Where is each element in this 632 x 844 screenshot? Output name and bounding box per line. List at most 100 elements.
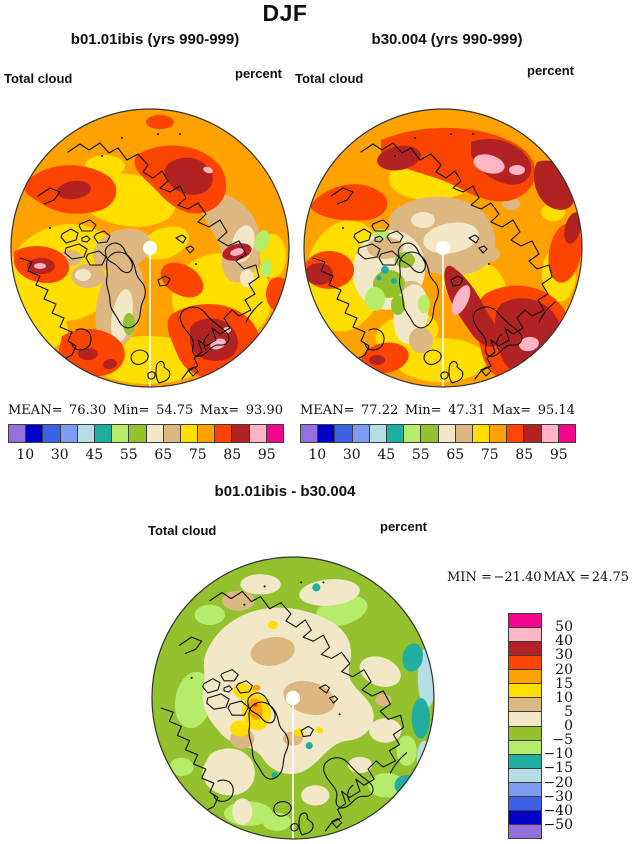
figure-title: DJF: [262, 0, 308, 26]
panel2-units-label: percent: [527, 63, 574, 78]
min-label: MIN =: [447, 570, 492, 585]
colorbar-tick-label: 30: [342, 447, 361, 463]
colorbar-cell-pale_cyan: [76, 425, 94, 442]
meridian-line: [292, 698, 294, 839]
panel1-units-label: percent: [235, 66, 282, 81]
map-border: [10, 108, 290, 388]
max-label: MAX =: [543, 570, 591, 585]
colorbar-tick-label: −5: [552, 732, 573, 749]
pole-dot: [143, 241, 157, 255]
colorbar-tick-label: 75: [480, 447, 499, 463]
mean-value: 76.30: [69, 403, 107, 418]
colorbar-tick-label: 65: [446, 447, 465, 463]
colorbar-tick-label: 30: [555, 647, 573, 664]
colorbar-cell-cream: [509, 711, 541, 726]
colorbar-cell-magenta: [265, 425, 283, 442]
colorbar-cell-orangered: [214, 425, 232, 442]
colorbar-tick-label: −40: [543, 802, 573, 819]
meridian-line: [442, 248, 444, 387]
colorbar-cell-pale_cyan: [509, 767, 541, 782]
colorbar-cell-pink: [248, 425, 266, 442]
colorbar-cell-navy: [509, 809, 541, 824]
colorbar-cell-pale_cyan: [368, 425, 386, 442]
map1-contour-fills: [11, 109, 289, 387]
colorbar-cell-apple_green: [509, 725, 541, 740]
min-value: −21.40: [493, 570, 542, 585]
colorbar-cell-pink: [509, 627, 541, 642]
colorbar-cell-apple_green: [420, 425, 438, 442]
colorbar-cell-magenta: [557, 425, 575, 442]
mean-label: MEAN=: [8, 403, 63, 418]
panel2-stats: MEAN= 77.22 Min= 47.31 Max= 95.14: [300, 403, 575, 418]
map-border: [303, 108, 583, 388]
polar-map-model1: [10, 108, 290, 388]
min-label: Min=: [404, 403, 442, 418]
colorbar-cell-purple: [9, 425, 26, 442]
colorbar-cell-yellow: [179, 425, 198, 442]
colorbar-cell-apple_green: [128, 425, 146, 442]
max-label: Max=: [199, 403, 240, 418]
colorbar-cell-firebrick: [231, 425, 249, 442]
colorbar-tick-label: 20: [555, 661, 573, 678]
colorbar-tick-label: 10: [308, 447, 327, 463]
panel2-title: b30.004 (yrs 990-999): [371, 31, 523, 48]
colorbar-cell-orangered: [509, 655, 541, 670]
colorbar-tick-label: 65: [154, 447, 173, 463]
map2-contour-fills: [304, 109, 582, 387]
min-value: 47.31: [448, 403, 486, 418]
colorbar-tick-label: −30: [543, 788, 573, 805]
colorbar-cell-teal: [93, 425, 112, 442]
colorbar-tick-label: 10: [555, 689, 573, 706]
colorbar-tick-label: 45: [85, 447, 104, 463]
colorbar-cell-royal: [42, 425, 60, 442]
max-label: Max=: [491, 403, 532, 418]
panel2-colorbar: [300, 424, 576, 443]
colorbar-cell-tan: [509, 697, 541, 712]
colorbar-cell-cornflower: [351, 425, 369, 442]
colorbar-tick-label: 0: [564, 718, 573, 734]
colorbar-tick-label: 95: [257, 447, 276, 463]
colorbar-tick-label: 40: [555, 633, 573, 650]
pole-dot: [285, 690, 301, 706]
colorbar-cell-cream: [145, 425, 163, 442]
colorbar-cell-magenta: [509, 614, 541, 628]
panel1-stats: MEAN= 76.30 Min= 54.75 Max= 93.90: [8, 403, 283, 418]
colorbar-cell-orangered: [506, 425, 524, 442]
colorbar-tick-label: 85: [515, 447, 534, 463]
pole-dot: [436, 241, 450, 255]
max-value: 24.75: [591, 570, 629, 585]
colorbar-tick-label: 85: [223, 447, 242, 463]
max-value: 93.90: [245, 403, 283, 418]
colorbar-cell-tan: [162, 425, 180, 442]
panel1-title: b01.01ibis (yrs 990-999): [70, 31, 240, 48]
colorbar-tick-label: −20: [543, 774, 573, 791]
colorbar-cell-light_green: [403, 425, 421, 442]
colorbar-cell-orange: [489, 425, 507, 442]
colorbar-tick-label: −10: [543, 746, 573, 763]
colorbar-tick-label: 95: [549, 447, 568, 463]
polar-map-difference: [151, 556, 435, 840]
colorbar-cell-purple: [509, 823, 541, 838]
difference-range: MIN = −21.40 MAX = 24.75: [447, 570, 629, 585]
colorbar-cell-cornflower: [59, 425, 77, 442]
difference-title: b01.01ibis - b30.004: [214, 483, 356, 500]
colorbar-cell-royal: [334, 425, 352, 442]
colorbar-cell-navy: [317, 425, 335, 442]
colorbar-tick-label: −50: [543, 816, 573, 833]
colorbar-tick-label: 30: [50, 447, 69, 463]
panel1-colorbar-ticks: 10 30 45 55 65 75 85 95: [8, 447, 284, 463]
colorbar-cell-firebrick: [523, 425, 541, 442]
colorbar-cell-teal: [509, 753, 541, 768]
colorbar-cell-firebrick: [509, 641, 541, 656]
colorbar-tick-label: 5: [564, 703, 573, 720]
colorbar-cell-light_green: [509, 739, 541, 754]
colorbar-cell-yellow: [471, 425, 490, 442]
colorbar-cell-cream: [437, 425, 455, 442]
mean-label: MEAN=: [300, 403, 355, 418]
colorbar-tick-label: 45: [377, 447, 396, 463]
difference-var-label: Total cloud: [148, 523, 217, 538]
difference-contour-fills: [152, 557, 434, 839]
colorbar-cell-royal: [509, 795, 541, 810]
difference-colorbar-ticks: 50 40 30 20 15 10 5 0 −5 −10 −15 −20 −30 −40 −50: [533, 613, 573, 839]
